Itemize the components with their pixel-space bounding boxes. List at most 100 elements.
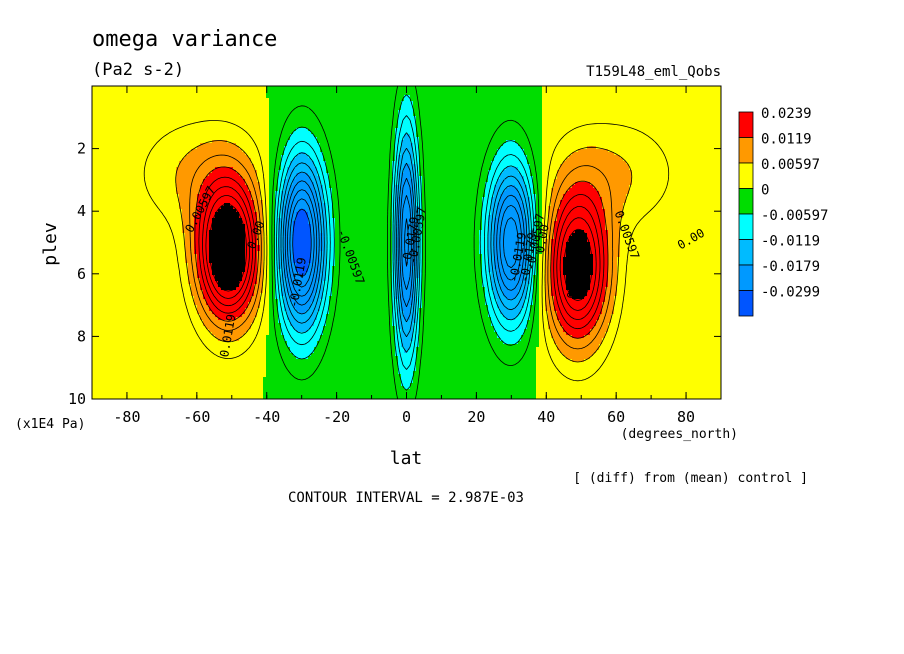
field-cell <box>461 152 464 155</box>
field-cell <box>116 143 119 146</box>
field-cell <box>323 104 326 107</box>
field-cell <box>413 92 416 95</box>
field-cell <box>713 89 716 92</box>
field-cell <box>554 104 557 107</box>
field-cell <box>539 119 542 122</box>
field-cell <box>446 140 449 143</box>
field-cell <box>239 95 242 98</box>
field-cell <box>203 110 206 113</box>
field-cell <box>668 140 671 143</box>
field-cell <box>332 128 335 131</box>
field-cell <box>278 104 281 107</box>
field-cell <box>494 92 497 95</box>
field-cell <box>374 89 377 92</box>
field-cell <box>626 146 629 149</box>
field-cell <box>332 104 335 107</box>
field-cell <box>245 113 248 116</box>
field-cell <box>116 89 119 92</box>
field-cell <box>194 152 197 155</box>
field-cell <box>185 149 188 152</box>
field-cell <box>398 98 401 101</box>
field-cell <box>98 155 101 158</box>
field-cell <box>254 104 257 107</box>
field-cell <box>653 146 656 149</box>
field-cell <box>650 122 653 125</box>
field-cell <box>302 110 305 113</box>
field-cell <box>575 113 578 116</box>
field-cell <box>677 137 680 140</box>
field-cell <box>338 152 341 155</box>
field-cell <box>143 134 146 137</box>
field-cell <box>383 146 386 149</box>
field-cell <box>704 95 707 98</box>
field-cell <box>158 152 161 155</box>
field-cell <box>263 104 266 107</box>
field-cell <box>257 116 260 119</box>
field-cell <box>122 155 125 158</box>
field-cell <box>335 110 338 113</box>
field-cell <box>143 137 146 140</box>
field-cell <box>281 137 284 140</box>
field-cell <box>452 149 455 152</box>
field-cell <box>662 134 665 137</box>
field-cell <box>545 146 548 149</box>
field-cell <box>380 128 383 131</box>
field-cell <box>185 95 188 98</box>
field-cell <box>635 98 638 101</box>
field-cell <box>107 152 110 155</box>
field-cell <box>266 149 269 152</box>
field-cell <box>680 110 683 113</box>
field-cell <box>335 146 338 149</box>
field-cell <box>641 89 644 92</box>
field-cell <box>677 131 680 134</box>
field-cell <box>671 125 674 128</box>
field-cell <box>662 92 665 95</box>
field-cell <box>443 155 446 158</box>
field-cell <box>188 89 191 92</box>
field-cell <box>578 104 581 107</box>
field-cell <box>695 113 698 116</box>
field-cell <box>653 134 656 137</box>
field-cell <box>530 107 533 110</box>
field-cell <box>239 104 242 107</box>
field-cell <box>155 113 158 116</box>
field-cell <box>665 116 668 119</box>
field-cell <box>704 143 707 146</box>
field-cell <box>119 101 122 104</box>
field-cell <box>674 131 677 134</box>
field-cell <box>473 140 476 143</box>
field-cell <box>206 92 209 95</box>
field-cell <box>686 149 689 152</box>
field-cell <box>266 98 269 101</box>
field-cell <box>482 89 485 92</box>
field-cell <box>479 149 482 152</box>
field-cell <box>632 89 635 92</box>
field-cell <box>464 140 467 143</box>
field-cell <box>473 146 476 149</box>
field-cell <box>623 128 626 131</box>
field-cell <box>326 92 329 95</box>
field-cell <box>617 116 620 119</box>
field-cell <box>338 122 341 125</box>
field-cell <box>578 89 581 92</box>
field-cell <box>569 104 572 107</box>
field-cell <box>479 140 482 143</box>
field-cell <box>665 98 668 101</box>
field-cell <box>629 89 632 92</box>
field-cell <box>95 134 98 137</box>
field-cell <box>686 95 689 98</box>
field-cell <box>302 92 305 95</box>
field-cell <box>572 116 575 119</box>
field-cell <box>380 119 383 122</box>
field-cell <box>521 137 524 140</box>
field-cell <box>104 101 107 104</box>
field-cell <box>332 98 335 101</box>
field-cell <box>692 92 695 95</box>
field-cell <box>575 155 578 158</box>
field-cell <box>158 92 161 95</box>
field-cell <box>335 116 338 119</box>
field-cell <box>605 113 608 116</box>
field-cell <box>665 149 668 152</box>
field-cell <box>599 104 602 107</box>
field-cell <box>197 125 200 128</box>
